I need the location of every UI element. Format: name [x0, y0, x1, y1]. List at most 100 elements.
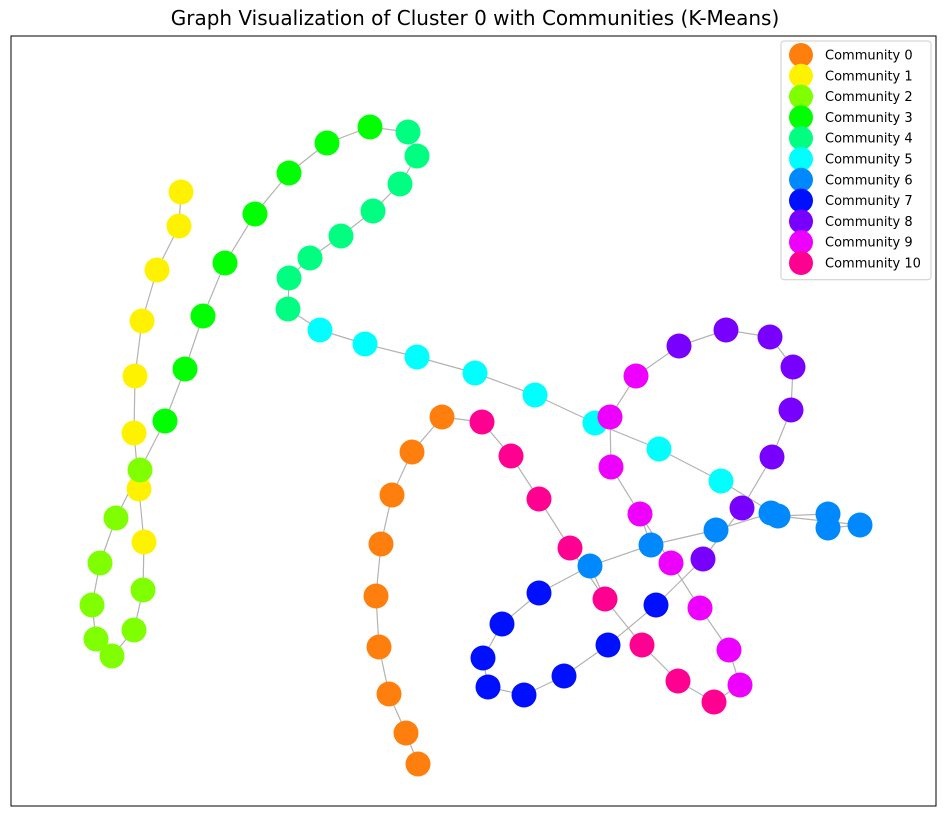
graph-node — [815, 515, 841, 541]
graph-node — [166, 213, 192, 239]
graph-node — [276, 160, 302, 186]
graph-node — [627, 501, 653, 527]
graph-node — [242, 201, 268, 227]
graph-node — [629, 632, 655, 658]
graph-node — [475, 674, 501, 700]
graph-node — [387, 171, 413, 197]
graph-node — [498, 443, 524, 469]
legend-label: Community 0 — [825, 49, 913, 64]
graph-node — [276, 265, 302, 291]
graph-node — [557, 535, 583, 561]
graph-node — [131, 529, 157, 555]
legend-marker — [789, 209, 813, 234]
legend-marker — [789, 126, 813, 151]
graph-node — [129, 308, 155, 334]
graph-node — [376, 681, 402, 707]
graph-node — [526, 580, 552, 606]
legend-box — [780, 40, 932, 281]
graph-node — [83, 626, 109, 652]
graph-node — [716, 637, 742, 663]
graph-node — [168, 179, 194, 205]
graph-node — [152, 408, 178, 434]
graph-node — [847, 512, 873, 538]
graph-node — [395, 119, 421, 145]
graph-node — [87, 550, 113, 576]
graph-node — [404, 344, 430, 370]
graph-node — [598, 454, 624, 480]
graph-node — [470, 645, 496, 671]
legend-marker — [789, 105, 813, 130]
legend-marker — [789, 230, 813, 255]
graph-node — [780, 354, 806, 380]
graph-node — [363, 583, 389, 609]
graph-node — [551, 663, 577, 689]
graph-node — [357, 114, 383, 140]
graph-node — [729, 495, 755, 521]
graph-node — [643, 592, 669, 618]
graph-node — [638, 532, 664, 558]
graph-node — [404, 143, 430, 169]
legend-marker — [789, 63, 813, 88]
legend-label: Community 9 — [825, 236, 913, 251]
graph-node — [297, 245, 323, 271]
legend-label: Community 10 — [825, 257, 921, 272]
legend-marker — [789, 167, 813, 192]
graph-node — [328, 223, 354, 249]
graph-node — [526, 486, 552, 512]
graph-node — [701, 689, 727, 715]
graph-node — [623, 363, 649, 389]
graph-node — [687, 595, 713, 621]
graph-edges — [91, 126, 861, 765]
legend-marker — [789, 147, 813, 171]
graph-node — [511, 682, 537, 708]
graph-node — [757, 324, 783, 350]
graph-node — [99, 643, 125, 669]
graph-node — [79, 592, 105, 618]
legend-label: Community 2 — [825, 90, 913, 105]
graph-node — [190, 303, 216, 329]
graph-node — [462, 360, 488, 386]
graph-node — [307, 317, 333, 343]
graph-node — [275, 296, 301, 322]
graph-nodes — [79, 114, 873, 777]
chart-legend: Community 0 Community 1 Community 2 Communi… — [780, 40, 932, 281]
legend-label: Community 3 — [825, 111, 913, 126]
graph-node — [366, 634, 392, 660]
graph-node — [727, 672, 753, 698]
legend-label: Community 5 — [825, 153, 913, 168]
graph-node — [172, 356, 198, 382]
graph-node — [592, 586, 618, 612]
graph-node — [703, 517, 729, 543]
graph-node — [665, 668, 691, 694]
legend-marker — [789, 251, 813, 275]
legend-label: Community 7 — [825, 194, 913, 209]
legend-label: Community 1 — [825, 69, 913, 84]
graph-node — [121, 617, 147, 643]
graph-node — [690, 546, 716, 572]
graph-node — [144, 257, 170, 283]
graph-node — [577, 553, 603, 579]
graph-node — [103, 505, 129, 531]
legend-label: Community 4 — [825, 132, 913, 147]
legend-marker — [789, 84, 813, 109]
chart-title: Graph Visualization of Cluster 0 with Co… — [170, 6, 780, 30]
plot-frame — [10, 35, 937, 807]
legend-label: Community 8 — [825, 215, 913, 230]
graph-node — [122, 363, 148, 389]
legend-label: Community 6 — [825, 173, 913, 188]
graph-node — [595, 632, 621, 658]
graph-node — [713, 317, 739, 343]
graph-node — [489, 611, 515, 637]
graph-node — [212, 250, 238, 276]
graph-node — [399, 439, 425, 465]
graph-node — [597, 404, 623, 430]
graph-node — [658, 550, 684, 576]
graph-node — [368, 531, 394, 557]
graph-node — [522, 382, 548, 408]
graph-node — [765, 503, 791, 529]
legend-marker — [789, 43, 813, 67]
graph-node — [352, 331, 378, 357]
graph-node — [393, 720, 419, 746]
graph-node — [646, 436, 672, 462]
